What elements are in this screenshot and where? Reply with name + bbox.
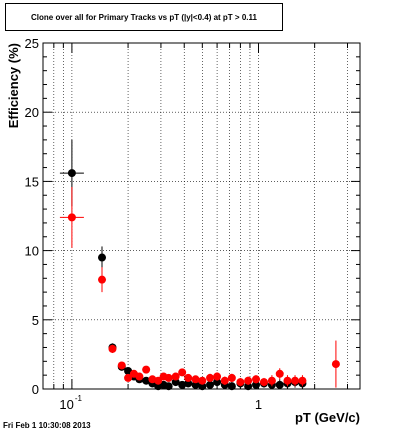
- series-2: [59, 186, 340, 388]
- data-point: [227, 373, 236, 383]
- data-point: [184, 373, 193, 382]
- y-tick-label: 25: [25, 36, 39, 51]
- marker: [142, 376, 151, 385]
- data-point: [244, 376, 253, 385]
- y-tick-label: 20: [25, 105, 39, 120]
- marker: [206, 373, 215, 382]
- chart-title: Clone over all for Primary Tracks vs pT …: [5, 3, 283, 31]
- data-point: [252, 375, 261, 384]
- marker: [184, 373, 193, 382]
- marker: [206, 380, 215, 389]
- marker: [171, 378, 180, 387]
- grid: [43, 43, 360, 389]
- data-point: [98, 246, 107, 269]
- data-point: [236, 377, 245, 387]
- marker: [252, 380, 261, 389]
- data-point: [154, 376, 163, 385]
- data-points: [59, 139, 340, 391]
- data-point: [108, 344, 117, 354]
- marker: [171, 372, 180, 381]
- data-point: [227, 382, 236, 391]
- data-point: [171, 372, 180, 381]
- marker: [213, 378, 222, 387]
- marker: [331, 360, 340, 369]
- x-axis-label: pT (GeV/c): [295, 410, 360, 425]
- marker: [236, 378, 245, 387]
- x-tick-label-exponent: -1: [75, 394, 83, 403]
- data-point: [220, 376, 229, 385]
- marker: [154, 376, 163, 385]
- data-point: [275, 379, 284, 389]
- marker: [124, 373, 133, 382]
- marker: [267, 376, 276, 385]
- data-point: [198, 376, 207, 385]
- data-point: [275, 368, 284, 380]
- marker: [164, 373, 173, 382]
- data-point: [283, 375, 292, 387]
- data-point: [59, 186, 84, 248]
- marker: [244, 382, 253, 391]
- x-tick-label: 10: [59, 397, 73, 412]
- data-point: [206, 373, 215, 383]
- data-point: [142, 365, 151, 374]
- y-tick-label: 5: [32, 313, 39, 328]
- series-1: [59, 139, 307, 391]
- y-tick-label: 15: [25, 174, 39, 189]
- data-point: [291, 375, 300, 387]
- y-tick-label: 10: [25, 244, 39, 259]
- marker: [178, 368, 187, 377]
- marker: [252, 375, 261, 384]
- marker: [283, 376, 292, 385]
- axis-ticks: [43, 42, 360, 390]
- data-point: [178, 380, 187, 389]
- data-point: [117, 361, 126, 370]
- marker: [275, 380, 284, 389]
- marker: [213, 372, 222, 381]
- data-point: [98, 267, 107, 293]
- marker: [244, 376, 253, 385]
- marker: [291, 376, 300, 385]
- data-point: [164, 382, 173, 391]
- marker: [227, 373, 236, 382]
- marker: [117, 361, 126, 370]
- marker: [98, 275, 107, 284]
- data-point: [124, 373, 133, 382]
- data-point: [267, 375, 276, 387]
- marker: [67, 169, 76, 178]
- data-point: [178, 368, 187, 377]
- y-tick-label: 0: [32, 382, 39, 397]
- data-point: [164, 373, 173, 382]
- plot-frame: [42, 42, 361, 390]
- data-point: [206, 380, 215, 389]
- marker: [164, 382, 173, 391]
- marker: [227, 382, 236, 391]
- timestamp-footer: Fri Feb 1 10:30:08 2013: [3, 421, 91, 430]
- marker: [98, 253, 107, 262]
- marker: [108, 344, 117, 353]
- marker: [198, 376, 207, 385]
- data-point: [331, 340, 340, 388]
- marker: [67, 213, 76, 222]
- data-point: [142, 376, 151, 385]
- marker: [275, 369, 284, 378]
- marker: [259, 378, 268, 387]
- data-point: [213, 372, 222, 381]
- marker: [184, 379, 193, 388]
- marker: [191, 380, 200, 389]
- marker: [191, 375, 200, 384]
- data-point: [298, 375, 307, 387]
- marker: [298, 376, 307, 385]
- x-tick-label: 1: [255, 397, 262, 412]
- data-point: [191, 375, 200, 384]
- data-point: [259, 377, 268, 387]
- marker: [178, 380, 187, 389]
- marker: [135, 372, 144, 381]
- marker: [198, 382, 207, 391]
- marker: [220, 376, 229, 385]
- marker: [142, 365, 151, 374]
- data-point: [135, 372, 144, 381]
- y-axis-label: Efficiency (%): [6, 43, 21, 128]
